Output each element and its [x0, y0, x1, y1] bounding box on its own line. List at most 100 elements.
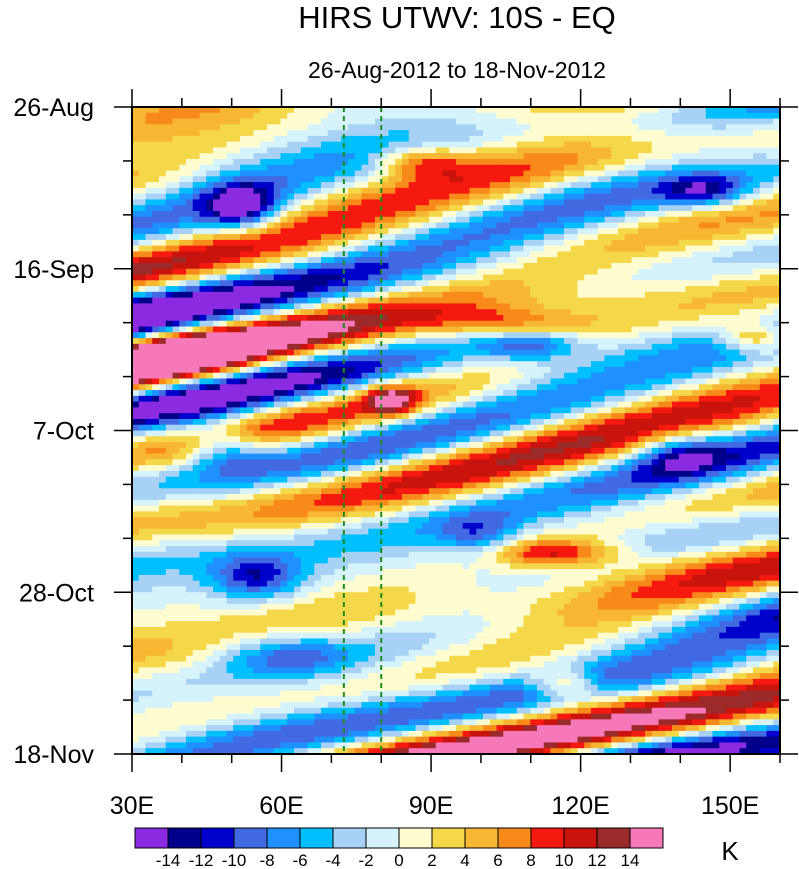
field-cell: [570, 291, 579, 299]
field-cell: [287, 355, 295, 362]
field-cell: [361, 124, 369, 131]
field-cell: [321, 378, 329, 385]
field-cell: [523, 309, 531, 316]
field-cell: [597, 280, 606, 287]
field-cell: [267, 112, 275, 120]
field-cell: [503, 332, 511, 339]
field-cell: [753, 245, 761, 253]
field-cell: [557, 228, 565, 235]
field-cell: [375, 401, 383, 408]
field-cell: [321, 257, 329, 264]
field-cell: [530, 314, 538, 322]
field-cell: [192, 228, 201, 235]
field-cell: [192, 262, 201, 270]
field-cell: [388, 372, 396, 380]
field-cell: [597, 378, 606, 385]
field-cell: [408, 361, 417, 368]
field-cell: [348, 274, 356, 281]
field-cell: [739, 199, 747, 206]
field-cell: [199, 297, 207, 305]
field-cell: [699, 309, 707, 316]
field-cell: [429, 141, 437, 149]
field-cell: [577, 205, 585, 212]
field-cell: [321, 147, 329, 154]
field-cell: [496, 187, 504, 195]
field-cell: [766, 251, 774, 258]
field-cell: [179, 118, 187, 125]
field-cell: [611, 395, 619, 403]
field-cell: [705, 262, 714, 270]
field-cell: [287, 280, 295, 287]
field-cell: [260, 199, 268, 206]
field-cell: [746, 332, 754, 339]
field-cell: [442, 390, 450, 397]
field-cell: [631, 309, 639, 316]
field-cell: [273, 366, 282, 374]
field-cell: [435, 239, 444, 247]
field-cell: [280, 112, 288, 120]
field-cell: [179, 314, 187, 322]
field-cell: [543, 401, 552, 408]
field-cell: [233, 193, 241, 201]
field-cell: [300, 303, 309, 310]
field-cell: [172, 355, 180, 362]
field-cell: [179, 251, 187, 258]
field-cell: [503, 366, 511, 374]
field-cell: [429, 118, 437, 125]
field-cell: [375, 222, 383, 229]
field-cell: [678, 176, 687, 183]
field-cell: [557, 164, 565, 172]
field-cell: [300, 262, 309, 270]
field-cell: [564, 320, 572, 328]
field-cell: [651, 338, 660, 345]
field-cell: [584, 361, 592, 368]
field-cell: [307, 343, 315, 351]
field-cell: [591, 251, 599, 258]
field-cell: [726, 130, 734, 137]
field-cell: [199, 164, 207, 172]
field-cell: [726, 228, 734, 235]
field-cell: [624, 112, 633, 120]
field-cell: [611, 401, 619, 408]
field-cell: [287, 314, 295, 322]
field-cell: [449, 401, 457, 408]
field-cell: [557, 332, 565, 339]
field-cell: [159, 257, 167, 264]
field-cell: [159, 395, 167, 403]
field-cell: [402, 205, 410, 212]
field-cell: [510, 338, 518, 345]
field-cell: [172, 257, 180, 264]
field-cell: [253, 210, 261, 218]
field-cell: [665, 401, 673, 408]
field-cell: [665, 349, 673, 357]
field-cell: [462, 314, 471, 322]
field-cell: [469, 349, 477, 357]
field-cell: [172, 124, 180, 131]
field-cell: [658, 332, 666, 339]
field-cell: [388, 257, 396, 264]
field-cell: [462, 210, 471, 218]
field-cell: [429, 107, 437, 114]
field-cell: [408, 158, 417, 166]
field-cell: [273, 245, 282, 253]
field-cell: [307, 349, 315, 357]
field-cell: [523, 355, 531, 362]
field-cell: [381, 170, 390, 177]
field-cell: [618, 135, 626, 143]
field-cell: [415, 378, 423, 385]
field-cell: [260, 280, 268, 287]
field-cell: [280, 390, 288, 397]
field-cell: [584, 257, 592, 264]
field-cell: [456, 262, 464, 270]
field-cell: [415, 257, 423, 264]
field-cell: [577, 320, 585, 328]
field-cell: [138, 124, 147, 131]
field-cell: [253, 135, 261, 143]
field-cell: [206, 182, 214, 189]
field-cell: [685, 251, 693, 258]
field-cell: [179, 309, 187, 316]
field-cell: [726, 193, 734, 201]
field-cell: [489, 239, 498, 247]
field-cell: [570, 274, 579, 281]
field-cell: [503, 401, 511, 408]
